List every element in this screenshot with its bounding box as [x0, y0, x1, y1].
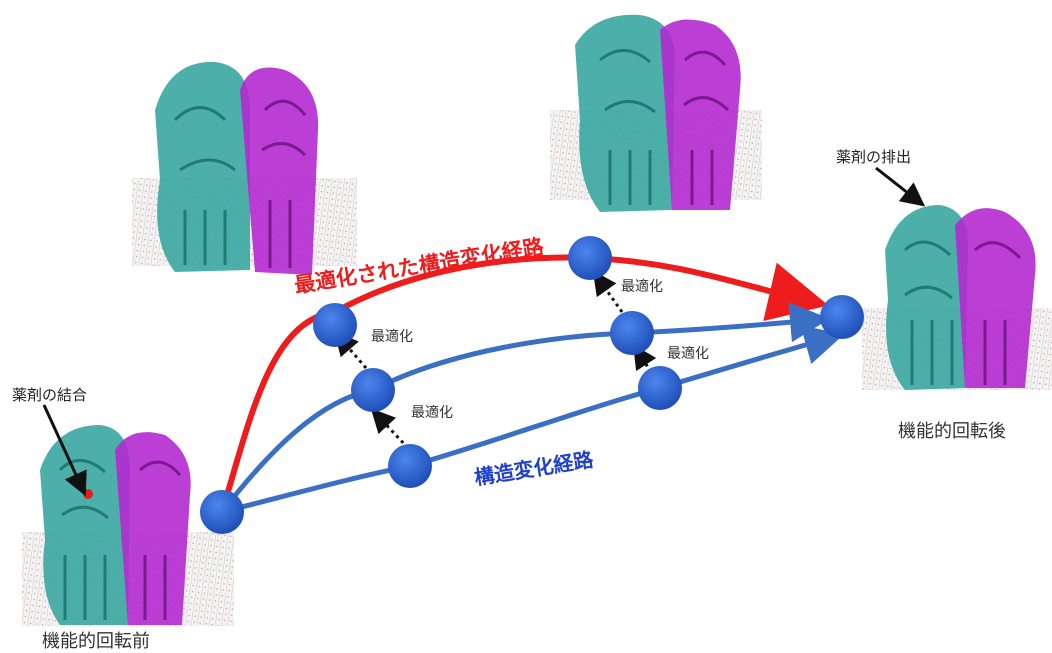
protein-structure-before-top — [132, 61, 357, 275]
node-end — [820, 295, 864, 339]
caption-before-rotation: 機能的回転前 — [42, 631, 150, 652]
protein-magenta-domain — [660, 19, 741, 211]
node-lower-2 — [638, 366, 682, 410]
protein-teal-domain — [575, 14, 675, 212]
node-upper-2 — [610, 311, 654, 355]
protein-teal-domain — [155, 61, 250, 272]
drug-binding-label: 薬剤の結合 — [12, 386, 88, 404]
protein-magenta-domain — [240, 67, 319, 275]
structural-path-line-lower — [221, 325, 845, 515]
drug-binding-pointer — [42, 404, 87, 497]
protein-magenta-domain — [115, 432, 191, 625]
node-upper-1 — [351, 368, 395, 412]
drug-molecule — [83, 489, 93, 499]
structural-path-line-upper — [220, 302, 830, 514]
protein-teal-domain — [40, 425, 130, 625]
drug-release-label: 薬剤の排出 — [836, 148, 912, 166]
optimization-arrow-1 — [370, 408, 410, 450]
optimized-path-line — [219, 254, 829, 513]
node-lower-1 — [388, 444, 432, 488]
protein-structure-after — [862, 205, 1052, 390]
optimization-label-2: 最適化 — [411, 405, 453, 421]
optimization-label-1: 最適化 — [371, 329, 413, 345]
protein-structure-before-bottom — [22, 425, 234, 626]
optimization-arrow-3 — [633, 344, 657, 379]
optimization-arrow-4 — [592, 270, 624, 313]
node-optimized-2 — [568, 236, 612, 280]
drug-release-pointer — [875, 166, 926, 207]
protein-structure-intermediate-top — [550, 14, 762, 212]
optimization-label-4: 最適化 — [667, 346, 709, 362]
optimization-label-3: 最適化 — [621, 279, 663, 295]
node-start — [200, 490, 244, 534]
node-optimized-1 — [313, 303, 357, 347]
caption-after-rotation: 機能的回転後 — [898, 421, 1006, 442]
protein-magenta-domain — [955, 208, 1036, 388]
